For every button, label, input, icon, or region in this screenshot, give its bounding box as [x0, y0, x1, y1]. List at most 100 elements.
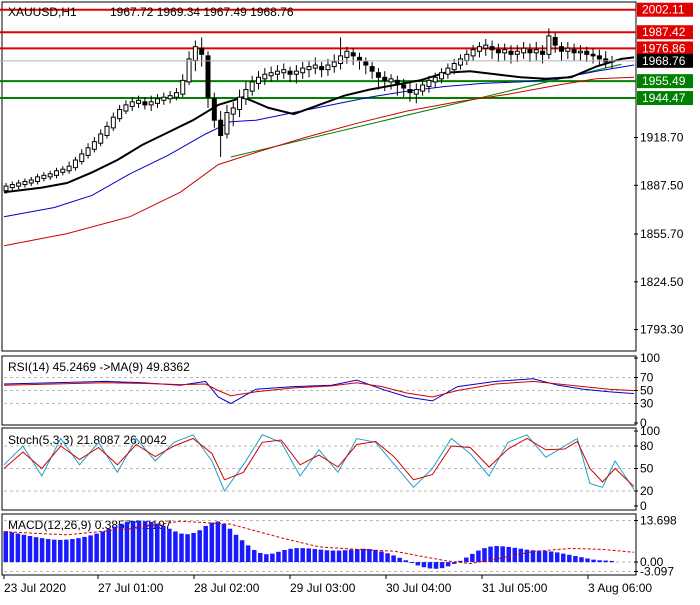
macd-bar-7 — [45, 539, 51, 563]
macd-bar-55 — [336, 550, 342, 563]
candle-body-24 — [155, 98, 160, 104]
macd-bar-95 — [579, 557, 584, 563]
candle-body-73 — [464, 53, 470, 61]
macd-tick-label-0: 13.698 — [640, 514, 677, 528]
macd-bar-81 — [494, 546, 499, 563]
candle-body-77 — [489, 46, 495, 51]
candle-body-83 — [527, 49, 533, 54]
candle-body-45 — [287, 70, 293, 75]
macd-bar-88 — [536, 550, 542, 563]
macd-bar-94 — [573, 556, 578, 563]
macd-bar-33 — [203, 526, 208, 563]
candle-body-33 — [211, 98, 217, 121]
macd-bar-63 — [385, 553, 390, 563]
x-label-0: 23 Jul 2020 — [4, 581, 66, 595]
macd-bar-74 — [451, 562, 457, 564]
ma-slow-line — [3, 76, 635, 247]
chart-symbol: XAUUSD,H1 — [8, 5, 77, 19]
price-tick-label-3: 1824.50 — [640, 275, 684, 289]
level-tag-4 — [637, 91, 693, 106]
candle-body-16 — [104, 125, 110, 137]
stoch-tick-label-0: 100 — [640, 424, 660, 438]
macd-bar-71 — [433, 562, 439, 569]
macd-bar-4 — [27, 536, 33, 563]
candle-body-12 — [79, 153, 85, 163]
candle-body-15 — [98, 133, 104, 144]
macd-bar-61 — [373, 549, 378, 563]
macd-bar-70 — [427, 562, 433, 569]
candle-body-43 — [274, 70, 280, 75]
macd-bar-49 — [300, 548, 305, 563]
candle-body-3 — [22, 180, 28, 186]
candle-body-38 — [243, 89, 249, 100]
macd-bar-82 — [500, 546, 505, 563]
candle-body-29 — [186, 58, 192, 83]
candle-body-25 — [161, 96, 167, 101]
candle-body-91 — [577, 50, 583, 54]
candle-body-13 — [85, 147, 91, 156]
candle-body-74 — [470, 49, 476, 57]
candle-body-1 — [9, 184, 15, 189]
macd-bar-89 — [542, 550, 548, 563]
macd-bar-47 — [288, 548, 293, 563]
trend-line — [230, 63, 622, 158]
macd-bar-69 — [421, 562, 427, 568]
macd-bar-80 — [488, 546, 493, 563]
ma-mid-line — [3, 64, 635, 218]
candle-body-81 — [514, 50, 520, 55]
candle-body-51 — [325, 64, 331, 71]
macd-bar-58 — [354, 549, 360, 563]
rsi-tick-label-1: 70 — [640, 371, 654, 385]
macd-bar-52 — [318, 549, 324, 563]
stoch-tick-label-3: 20 — [640, 484, 654, 498]
candle-body-32 — [205, 55, 211, 98]
rsi-tick-label-3: 30 — [640, 397, 654, 411]
stoch-tick-label-2: 50 — [640, 462, 654, 476]
macd-bar-68 — [415, 562, 421, 566]
candle-body-4 — [28, 179, 34, 184]
macd-bar-10 — [64, 539, 69, 563]
level-tag-0 — [637, 2, 693, 17]
macd-bar-2 — [15, 533, 21, 563]
macd-bar-13 — [82, 536, 87, 563]
candle-body-78 — [495, 49, 501, 54]
macd-bar-34 — [209, 522, 215, 563]
candle-body-21 — [136, 99, 142, 104]
macd-bar-15 — [94, 533, 99, 563]
candle-body-70 — [445, 67, 451, 75]
rsi-tick-label-2: 50 — [640, 384, 654, 398]
candle-body-90 — [571, 49, 577, 54]
level-tag-1 — [637, 25, 693, 40]
candle-body-68 — [432, 76, 438, 83]
macd-bar-45 — [276, 551, 281, 563]
candle-body-54 — [344, 50, 350, 58]
macd-bar-28 — [173, 531, 178, 563]
macd-bar-19 — [118, 524, 124, 563]
macd-bar-73 — [445, 562, 451, 567]
candle-body-65 — [413, 89, 419, 95]
candle-body-48 — [306, 66, 312, 71]
candle-body-79 — [502, 49, 508, 54]
macd-signal-line — [3, 520, 635, 565]
candle-body-60 — [382, 76, 388, 81]
macd-bar-86 — [524, 549, 530, 563]
candle-body-53 — [338, 55, 344, 65]
candle-body-20 — [129, 101, 135, 107]
macd-bar-91 — [554, 552, 560, 563]
macd-bar-5 — [33, 537, 39, 563]
candle-body-89 — [565, 47, 571, 52]
candle-body-76 — [483, 44, 489, 49]
candle-body-40 — [256, 76, 261, 84]
macd-bar-0 — [3, 531, 8, 563]
candle-body-35 — [224, 112, 230, 135]
macd-bar-16 — [100, 531, 105, 563]
candle-body-94 — [596, 55, 602, 60]
macd-bar-67 — [409, 562, 415, 564]
candle-body-93 — [590, 53, 596, 57]
x-label-2: 28 Jul 02:00 — [194, 581, 260, 595]
rsi-title: RSI(14) 45.2469 ->MA(9) 49.8362 — [8, 360, 190, 374]
macd-bar-38 — [233, 534, 239, 563]
macd-bar-3 — [21, 534, 27, 563]
macd-bar-75 — [458, 560, 463, 563]
